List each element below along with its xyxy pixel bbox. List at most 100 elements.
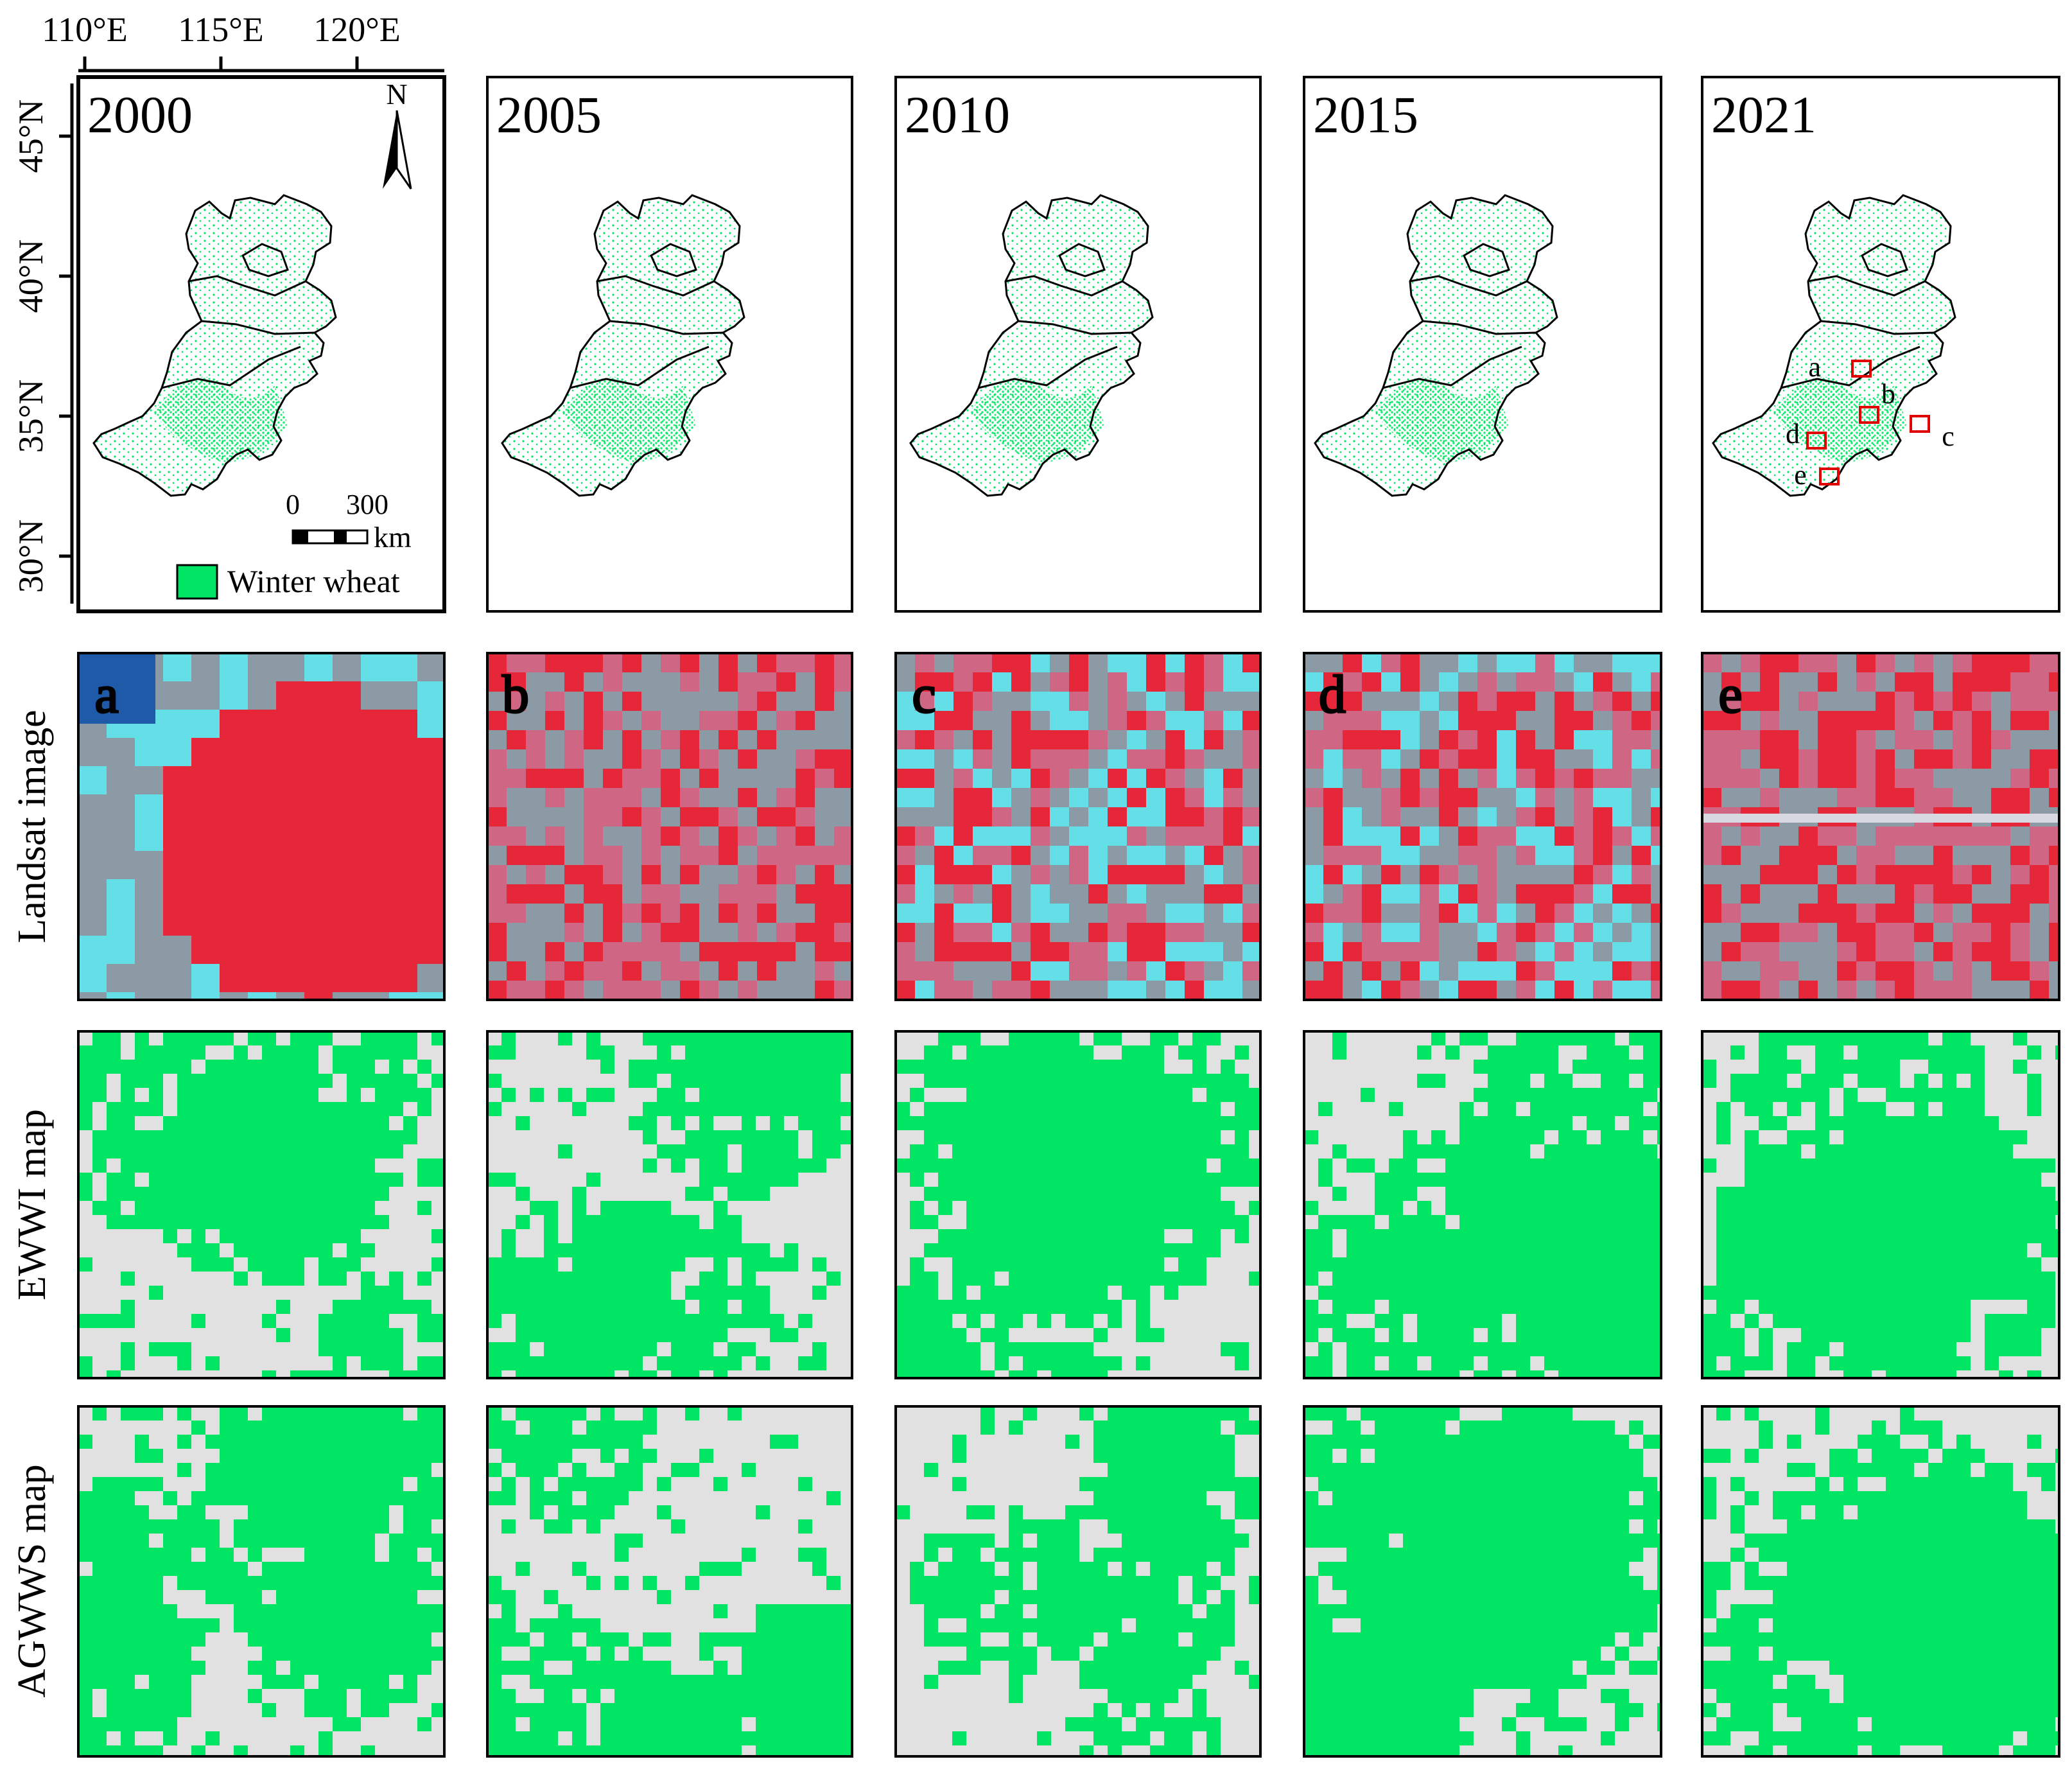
wheat-pixel: [1136, 1356, 1150, 1370]
wheat-pixel: [1192, 1102, 1206, 1116]
landsat-pixel: [1242, 865, 1260, 884]
wheat-pixel: [516, 1661, 530, 1675]
wheat-pixel: [1122, 1144, 1136, 1158]
wheat-pixel: [924, 1102, 938, 1116]
wheat-pixel: [276, 1421, 290, 1435]
landsat-pixel: [973, 884, 992, 904]
wheat-pixel: [135, 1031, 149, 1045]
wheat-pixel: [826, 1045, 840, 1060]
landsat-pixel: [1146, 730, 1165, 749]
landsat-pixel: [1876, 904, 1895, 923]
wheat-pixel: [1942, 1088, 1956, 1102]
wheat-pixel: [1221, 1590, 1235, 1604]
wheat-pixel: [403, 1031, 417, 1045]
landsat-pixel: [545, 884, 564, 904]
landsat-pixel: [507, 711, 526, 730]
wheat-pixel: [177, 1116, 191, 1130]
wheat-pixel: [1815, 1144, 1829, 1158]
wheat-pixel: [1361, 1370, 1375, 1378]
wheat-pixel: [1235, 1342, 1249, 1356]
wheat-pixel: [924, 1060, 938, 1074]
wheat-pixel: [1886, 1342, 1900, 1356]
landsat-pixel: [1651, 904, 1661, 923]
wheat-pixel: [713, 1102, 727, 1116]
wheat-pixel: [417, 1519, 431, 1534]
landsat-pixel: [1343, 749, 1362, 769]
wheat-pixel: [1459, 1187, 1474, 1201]
wheat-pixel: [1815, 1229, 1829, 1243]
wheat-pixel: [347, 1477, 361, 1491]
landsat-pixel: [1050, 672, 1069, 692]
wheat-pixel: [699, 1703, 713, 1717]
wheat-pixel: [1928, 1286, 1942, 1300]
landsat-pixel: [1146, 749, 1165, 769]
wheat-pixel: [1249, 1201, 1260, 1215]
wheat-pixel: [1093, 1576, 1108, 1590]
wheat-pixel: [1079, 1406, 1093, 1421]
wheat-pixel: [966, 1576, 980, 1590]
landsat-pixel: [1895, 692, 1914, 711]
landsat-pixel: [1362, 730, 1381, 749]
wheat-pixel: [2027, 1342, 2041, 1356]
wheat-pixel: [1773, 1158, 1787, 1173]
wheat-pixel: [149, 1074, 163, 1088]
wheat-pixel: [840, 1130, 852, 1144]
wheat-pixel: [121, 1562, 135, 1576]
wheat-pixel: [1136, 1243, 1150, 1257]
landsat-pixel: [1343, 846, 1362, 865]
landsat-pixel: [389, 710, 417, 738]
wheat-pixel: [290, 1562, 304, 1576]
landsat-pixel: [526, 730, 545, 749]
landsat-pixel: [1760, 846, 1779, 865]
landsat-pixel: [417, 879, 444, 907]
wheat-pixel: [1942, 1045, 1956, 1060]
wheat-pixel: [614, 1632, 629, 1647]
wheat-pixel: [1093, 1435, 1108, 1449]
landsat-pixel: [1439, 692, 1458, 711]
wheat-pixel: [501, 1519, 516, 1534]
wheat-pixel: [1601, 1074, 1615, 1088]
landsat-pixel: [1798, 711, 1818, 730]
wheat-pixel: [1108, 1406, 1122, 1421]
wheat-pixel: [1843, 1144, 1858, 1158]
wheat-pixel: [1544, 1215, 1558, 1229]
landsat-pixel: [718, 711, 738, 730]
wheat-pixel: [333, 1717, 347, 1731]
wheat-pixel: [1629, 1201, 1643, 1215]
wheat-pixel: [910, 1257, 924, 1272]
wheat-pixel: [671, 1463, 685, 1477]
wheat-pixel: [361, 1519, 375, 1534]
wheat-pixel: [1192, 1421, 1206, 1435]
wheat-pixel: [501, 1661, 516, 1675]
landsat-pixel: [1612, 788, 1632, 807]
wheat-pixel: [417, 1435, 431, 1449]
landsat-pixel: [1223, 692, 1242, 711]
wheat-pixel: [938, 1243, 952, 1257]
wheat-pixel: [389, 1272, 403, 1286]
wheat-pixel: [558, 1031, 572, 1045]
wheat-pixel: [995, 1130, 1009, 1144]
wheat-pixel: [685, 1314, 699, 1328]
landsat-pixel: [1895, 865, 1914, 884]
wheat-pixel: [952, 1477, 966, 1491]
landsat-pixel: [1400, 692, 1420, 711]
wheat-pixel: [1643, 1370, 1657, 1378]
wheat-pixel: [1716, 1243, 1730, 1257]
wheat-pixel: [92, 1477, 107, 1491]
wheat-pixel: [1108, 1618, 1122, 1632]
landsat-pixel: [2049, 942, 2059, 961]
roi-label-b: b: [1881, 378, 1895, 410]
wheat-pixel: [262, 1661, 276, 1675]
wheat-pixel: [1815, 1215, 1829, 1229]
wheat-pixel: [262, 1703, 276, 1717]
landsat-pixel: [564, 904, 584, 923]
wheat-pixel: [347, 1590, 361, 1604]
wheat-pixel: [826, 1102, 840, 1116]
wheat-pixel: [1558, 1257, 1572, 1272]
wheat-pixel: [1375, 1229, 1389, 1243]
wheat-pixel: [614, 1243, 629, 1257]
landsat-pixel: [1895, 981, 1914, 1000]
wheat-pixel: [318, 1272, 333, 1286]
wheat-pixel: [318, 1505, 333, 1519]
landsat-pixel: [622, 788, 641, 807]
